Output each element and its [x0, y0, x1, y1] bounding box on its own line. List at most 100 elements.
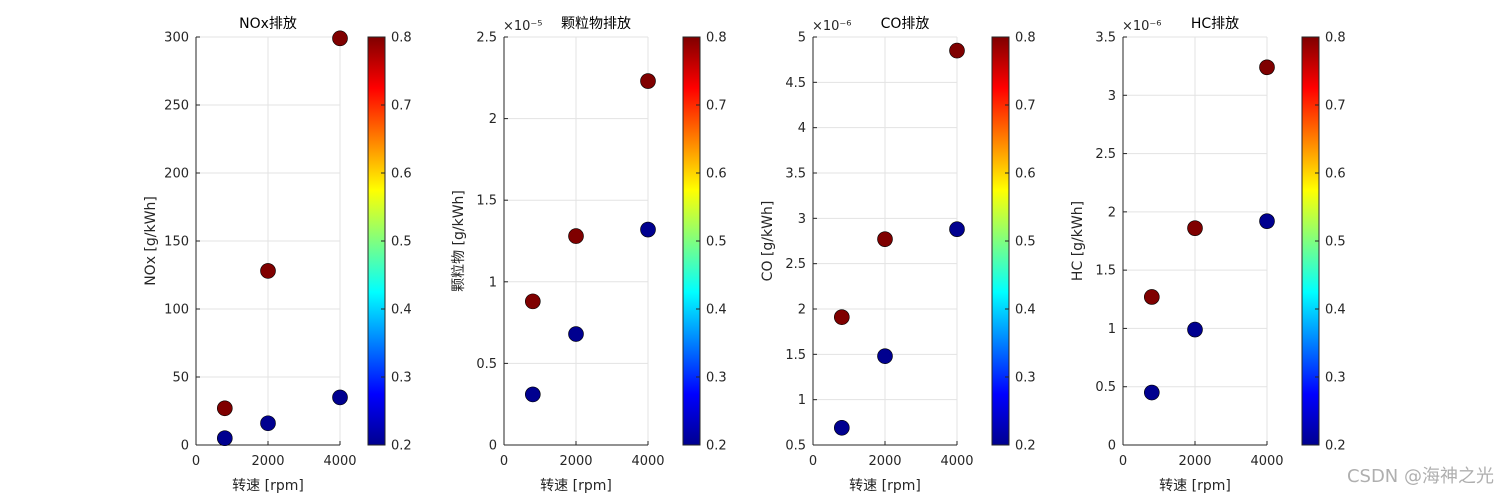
- y-tick-label: 0.5: [1095, 380, 1116, 395]
- colorbar-tick-label: 0.5: [1325, 235, 1346, 250]
- data-point-high: [524, 293, 541, 310]
- data-point-low: [1259, 213, 1275, 229]
- chart-title: HC排放: [1191, 16, 1239, 32]
- y-tick-label: 1.5: [476, 194, 497, 209]
- y-tick-label: 0: [489, 439, 497, 454]
- chart-title: NOx排放: [239, 16, 297, 32]
- x-axis-label: 转速 [rpm]: [1159, 478, 1231, 494]
- x-tick-label: 0: [192, 454, 200, 469]
- colorbar-tick-label: 0.3: [391, 371, 412, 386]
- y-exponent-label: ×10⁻⁵: [503, 19, 543, 34]
- x-tick-label: 2000: [1178, 454, 1211, 469]
- x-axis-label: 转速 [rpm]: [849, 478, 921, 494]
- y-axis-label: 颗粒物 [g/kWh]: [451, 190, 467, 292]
- y-tick-label: 300: [164, 31, 189, 46]
- x-tick-label: 2000: [559, 454, 592, 469]
- data-point-high: [332, 30, 348, 47]
- y-tick-label: 1: [798, 393, 806, 408]
- colorbar-tick-label: 0.8: [1015, 31, 1036, 46]
- data-point-low: [640, 221, 656, 238]
- data-point-high: [949, 42, 965, 59]
- colorbar-tick-label: 0.5: [706, 235, 727, 250]
- colorbar-tick-label: 0.6: [1015, 167, 1036, 182]
- y-tick-label: 0.5: [785, 439, 806, 454]
- y-axis-label: NOx [g/kWh]: [143, 196, 159, 286]
- colorbar-tick-label: 0.3: [706, 371, 727, 386]
- y-tick-label: 3: [1108, 89, 1116, 104]
- data-point-high: [1187, 220, 1203, 236]
- data-point-low: [332, 389, 348, 406]
- data-point-low: [260, 415, 276, 432]
- data-point-low: [568, 326, 584, 342]
- y-tick-label: 3.5: [785, 167, 806, 182]
- y-tick-label: 150: [164, 235, 189, 250]
- y-tick-label: 5: [798, 31, 806, 46]
- y-axis-label: CO [g/kWh]: [760, 201, 776, 282]
- y-tick-label: 50: [172, 371, 189, 386]
- y-tick-label: 0: [1108, 439, 1116, 454]
- colorbar-tick-label: 0.2: [391, 439, 412, 454]
- data-point-high: [833, 309, 850, 325]
- colorbar-tick-label: 0.7: [706, 99, 727, 114]
- data-point-high: [1144, 289, 1160, 305]
- colorbar-tick-label: 0.3: [1015, 371, 1036, 386]
- data-point-low: [217, 430, 233, 447]
- y-tick-label: 3: [798, 212, 806, 227]
- y-tick-label: 2: [489, 112, 497, 127]
- data-point-high: [1259, 59, 1275, 76]
- y-tick-label: 1.5: [1095, 264, 1116, 279]
- data-point-low: [1144, 384, 1160, 401]
- y-tick-label: 2.5: [1095, 147, 1116, 162]
- x-tick-label: 0: [500, 454, 508, 469]
- colorbar-tick-label: 0.2: [706, 439, 727, 454]
- data-point-low: [1187, 321, 1203, 338]
- data-point-high: [877, 231, 893, 247]
- y-tick-label: 2.5: [785, 257, 806, 272]
- x-tick-label: 2000: [868, 454, 901, 469]
- data-point-high: [568, 228, 584, 244]
- colorbar-tick-label: 0.6: [1325, 167, 1346, 182]
- colorbar-tick-label: 0.2: [1015, 439, 1036, 454]
- chart-title: CO排放: [881, 16, 930, 32]
- y-exponent-label: ×10⁻⁶: [812, 19, 852, 34]
- x-tick-label: 0: [809, 454, 817, 469]
- colorbar-tick-label: 0.5: [1015, 235, 1036, 250]
- y-tick-label: 2: [1108, 205, 1116, 220]
- y-tick-label: 0.5: [476, 357, 497, 372]
- panel-3: 0 2000 4000 0.5 1 1.5 2 2.5 3 3.5 4 4.5 5 ×10⁻⁶ CO排放转速…: [760, 16, 1036, 494]
- y-tick-label: 0: [181, 439, 189, 454]
- colorbar-tick-label: 0.5: [391, 235, 412, 250]
- y-tick-label: 4: [798, 121, 806, 136]
- x-tick-label: 2000: [251, 454, 284, 469]
- y-tick-label: 2: [798, 303, 806, 318]
- x-axis-label: 转速 [rpm]: [232, 478, 304, 494]
- data-point-high: [640, 73, 656, 89]
- chart-title: 颗粒物排放: [561, 16, 631, 32]
- colorbar-tick-label: 0.6: [706, 167, 727, 182]
- colorbar-tick-label: 0.7: [1015, 99, 1036, 114]
- y-tick-label: 1: [1108, 322, 1116, 337]
- x-tick-label: 4000: [323, 454, 356, 469]
- data-point-low: [949, 221, 965, 238]
- data-point-high: [217, 400, 233, 417]
- watermark: CSDN @海神之光: [1346, 466, 1494, 487]
- colorbar-tick-label: 0.8: [706, 31, 727, 46]
- y-exponent-label: ×10⁻⁶: [1122, 19, 1162, 34]
- x-tick-label: 4000: [631, 454, 664, 469]
- data-point-low: [833, 419, 850, 436]
- y-tick-label: 250: [164, 99, 189, 114]
- y-tick-label: 1.5: [785, 348, 806, 363]
- x-tick-label: 0: [1119, 454, 1127, 469]
- colorbar-tick-label: 0.2: [1325, 439, 1346, 454]
- colorbar-tick-label: 0.7: [1325, 99, 1346, 114]
- data-point-low: [524, 386, 541, 403]
- colorbar-tick-label: 0.4: [1325, 303, 1346, 318]
- y-tick-label: 1: [489, 275, 497, 290]
- x-axis-label: 转速 [rpm]: [540, 478, 612, 494]
- data-point-high: [260, 263, 276, 279]
- y-tick-label: 3.5: [1095, 31, 1116, 46]
- data-point-low: [877, 348, 893, 364]
- colorbar-tick-label: 0.3: [1325, 371, 1346, 386]
- colorbar-tick-label: 0.8: [1325, 31, 1346, 46]
- x-tick-label: 4000: [940, 454, 973, 469]
